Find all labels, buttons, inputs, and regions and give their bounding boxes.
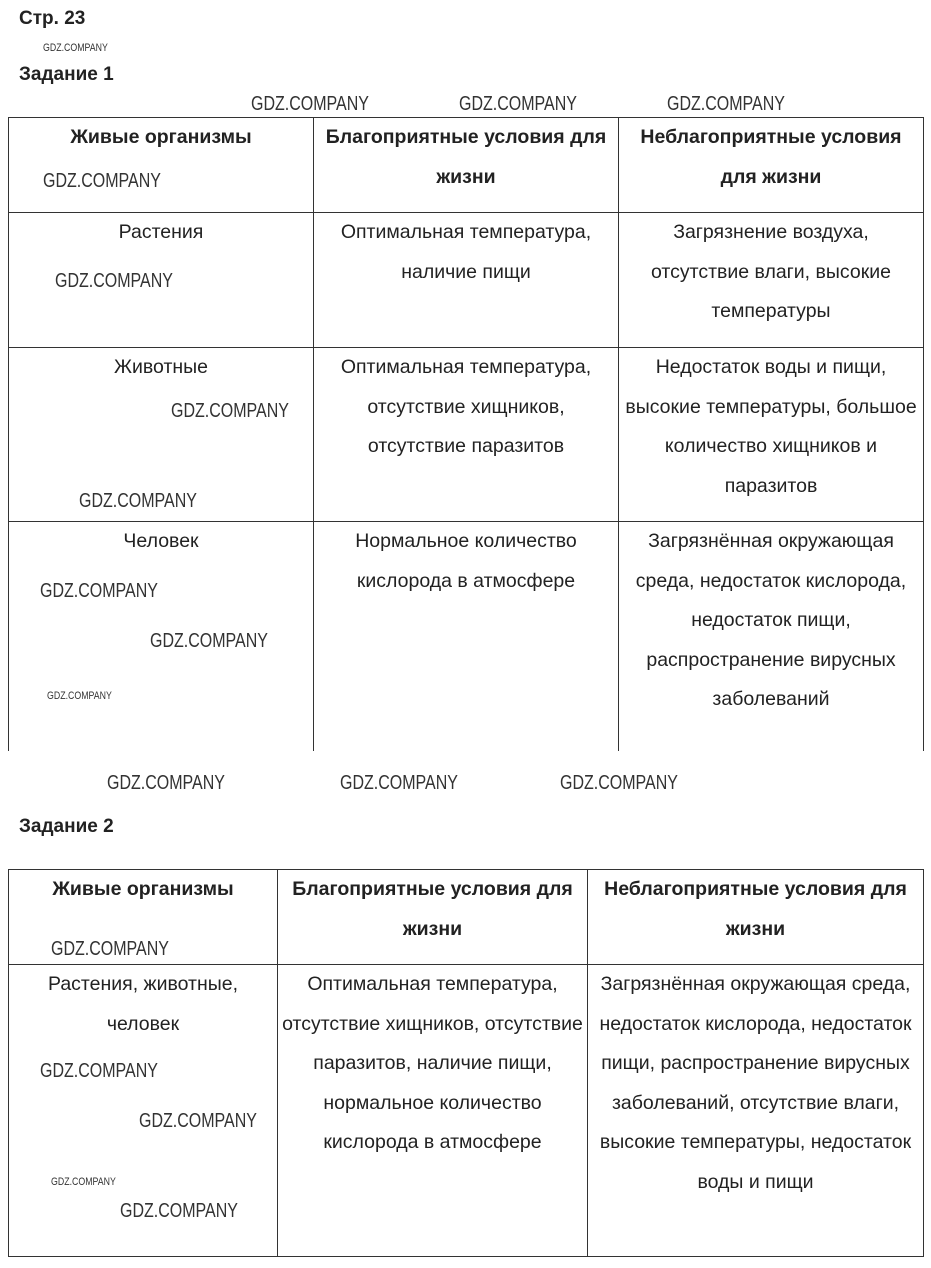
header-cell: Неблагоприятные условия для жизни: [618, 117, 924, 213]
cell: Загрязнённая окружающая среда, недостато…: [587, 964, 924, 1257]
cell: Недостаток воды и пищи, высокие температ…: [618, 347, 924, 522]
watermark: GDZ.COMPANY: [459, 93, 577, 115]
watermark: GDZ.COMPANY: [107, 772, 225, 794]
cell: Растения: [8, 212, 314, 348]
cell: Загрязнение воздуха, отсутствие влаги, в…: [618, 212, 924, 348]
header-cell: Живые организмы: [8, 869, 278, 965]
cell: Растения, животные, человек: [8, 964, 278, 1257]
watermark: GDZ.COMPANY: [340, 772, 458, 794]
watermark: GDZ.COMPANY: [40, 580, 158, 602]
table-row: Человек Нормальное количество кислорода …: [8, 521, 924, 751]
watermark: GDZ.COMPANY: [79, 490, 197, 512]
cell: Человек: [8, 521, 314, 751]
header-cell: Неблагоприятные условия для жизни: [587, 869, 924, 965]
header-cell: Благоприятные условия для жизни: [313, 117, 619, 213]
cell: Оптимальная температура, отсутствие хищн…: [277, 964, 588, 1257]
watermark: GDZ.COMPANY: [51, 1176, 116, 1188]
watermark: GDZ.COMPANY: [560, 772, 678, 794]
task1-table: Живые организмы Благоприятные условия дл…: [8, 117, 924, 751]
watermark: GDZ.COMPANY: [43, 42, 108, 54]
cell: Загрязнённая окружающая среда, недостато…: [618, 521, 924, 751]
watermark: GDZ.COMPANY: [251, 93, 369, 115]
task2-title: Задание 2: [19, 816, 114, 837]
watermark: GDZ.COMPANY: [40, 1060, 158, 1082]
watermark: GDZ.COMPANY: [171, 400, 289, 422]
watermark: GDZ.COMPANY: [120, 1200, 238, 1222]
watermark: GDZ.COMPANY: [150, 630, 268, 652]
task2-table: Живые организмы Благоприятные условия дл…: [8, 869, 924, 1257]
cell: Нормальное количество кислорода в атмосф…: [313, 521, 619, 751]
cell: Животные: [8, 347, 314, 522]
header-cell: Живые организмы: [8, 117, 314, 213]
watermark: GDZ.COMPANY: [51, 938, 169, 960]
watermark: GDZ.COMPANY: [47, 690, 112, 702]
page-label: Стр. 23: [19, 8, 86, 29]
table-row: Растения Оптимальная температура, наличи…: [8, 212, 924, 348]
watermark: GDZ.COMPANY: [55, 270, 173, 292]
cell: Оптимальная температура, отсутствие хищн…: [313, 347, 619, 522]
task1-title: Задание 1: [19, 64, 114, 85]
watermark: GDZ.COMPANY: [139, 1110, 257, 1132]
watermark: GDZ.COMPANY: [667, 93, 785, 115]
watermark: GDZ.COMPANY: [43, 170, 161, 192]
header-cell: Благоприятные условия для жизни: [277, 869, 588, 965]
table-row: Животные Оптимальная температура, отсутс…: [8, 347, 924, 522]
cell: Оптимальная температура, наличие пищи: [313, 212, 619, 348]
table-row: Растения, животные, человек Оптимальная …: [8, 964, 924, 1257]
